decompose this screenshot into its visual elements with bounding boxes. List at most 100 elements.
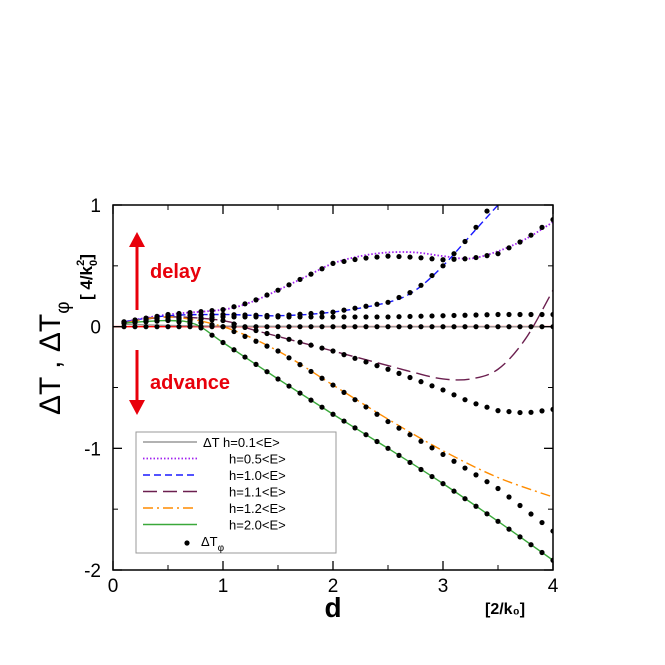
legend-item: h=1.0<E>	[143, 468, 286, 483]
dot-point-6	[143, 324, 149, 330]
dot-point-6	[363, 324, 369, 330]
dot-point-0	[308, 271, 314, 277]
dot-point-6	[528, 324, 534, 330]
legend-box	[135, 431, 337, 554]
legend-label: h=0.5<E>	[229, 452, 286, 467]
y-tick-label: -1	[84, 439, 101, 460]
x-axis-unit: [2/k₀]	[485, 601, 525, 618]
dot-point-4	[418, 438, 424, 444]
dot-point-4	[517, 502, 523, 509]
dot-point-2	[484, 312, 490, 318]
dot-point-6	[198, 324, 204, 330]
advance-arrow-icon	[129, 400, 145, 415]
dot-point-1	[418, 282, 424, 288]
dot-point-0	[319, 266, 325, 272]
svg-text:[ 4/k02]: [ 4/k02]	[75, 254, 100, 300]
dot-point-5	[319, 404, 325, 410]
x-tick-label: 1	[218, 576, 229, 597]
legend-item: h=0.5<E>	[143, 452, 286, 467]
dot-point-2	[462, 312, 468, 318]
dot-point-0	[264, 292, 270, 298]
dot-point-3	[440, 387, 446, 393]
y-unit-end: ]	[77, 254, 96, 260]
dot-point-2	[330, 314, 336, 320]
dot-point-5	[253, 361, 259, 367]
dot-point-5	[242, 354, 248, 360]
dot-point-6	[352, 324, 358, 330]
dot-point-2	[253, 314, 259, 320]
dot-point-4	[253, 338, 259, 344]
dot-point-2	[495, 311, 501, 318]
dot-point-5	[484, 511, 490, 517]
dot-point-2	[506, 311, 512, 318]
y-axis-title: ΔT , ΔTφ	[34, 301, 74, 415]
dot-point-2	[220, 314, 226, 320]
dot-point-0	[374, 254, 380, 260]
dot-point-0	[385, 253, 391, 259]
legend-label: h=1.0<E>	[229, 468, 286, 483]
dot-point-5	[440, 481, 446, 487]
dot-point-4	[363, 404, 369, 410]
dot-point-4	[407, 432, 413, 438]
dot-point-6	[341, 324, 347, 330]
dot-point-1	[396, 294, 402, 301]
dot-point-6	[253, 324, 259, 330]
dot-point-2	[374, 314, 380, 320]
dot-point-5	[462, 496, 468, 502]
dot-point-1	[385, 299, 391, 305]
dot-point-5	[528, 542, 534, 548]
dot-point-0	[352, 256, 358, 263]
dot-point-6	[187, 324, 193, 330]
dot-point-4	[165, 314, 171, 320]
dot-point-5	[275, 376, 281, 382]
dot-point-6	[440, 324, 446, 330]
dot-point-2	[352, 314, 358, 320]
dot-point-6	[451, 324, 457, 330]
legend-label: h=1.1<E>	[229, 485, 286, 500]
axes-layer: 0 1 2 3 4 -2 -1 0 1	[84, 196, 559, 597]
delay-annotation: delay	[129, 232, 202, 310]
dot-point-6	[407, 324, 413, 330]
dot-point-1	[462, 238, 468, 245]
dot-point-1	[374, 301, 380, 307]
dot-point-6	[484, 324, 490, 330]
dot-point-5	[264, 369, 270, 375]
dot-point-6	[473, 324, 479, 330]
dot-point-5	[473, 503, 479, 509]
dot-point-4	[330, 382, 336, 388]
dot-point-0	[539, 224, 545, 230]
dot-point-0	[363, 255, 369, 261]
dot-point-4	[297, 362, 303, 368]
dot-point-5	[286, 383, 292, 389]
y-unit-text: [ 4/k	[77, 265, 96, 300]
dot-point-5	[132, 319, 138, 326]
dot-point-0	[484, 253, 490, 259]
dot-point-2	[440, 313, 446, 319]
dot-point-2	[451, 312, 457, 319]
dot-point-4	[462, 465, 468, 471]
dot-point-0	[462, 256, 468, 262]
dot-point-3	[374, 363, 380, 369]
dot-point-0	[330, 260, 336, 266]
dot-point-3	[418, 379, 424, 385]
dot-point-0	[286, 282, 292, 288]
dot-point-3	[220, 317, 226, 324]
legend-label: h=2.0<E>	[229, 518, 286, 533]
legend-item: h=2.0<E>	[143, 518, 286, 533]
legend-item: ΔT h=0.1<E>	[143, 435, 280, 450]
dot-point-0	[506, 245, 512, 251]
dot-point-6	[396, 324, 402, 330]
dot-point-4	[440, 451, 446, 458]
dot-point-6	[220, 324, 226, 330]
y-unit-sup: 2	[75, 260, 87, 266]
dot-point-2	[341, 314, 347, 320]
dot-point-0	[220, 307, 226, 313]
dot-point-6	[165, 324, 171, 330]
dot-point-6	[231, 324, 237, 330]
dot-point-5	[363, 432, 369, 438]
dot-point-6	[297, 324, 303, 330]
svg-text:ΔT , ΔTφ: ΔT , ΔTφ	[34, 301, 74, 415]
dot-point-5	[341, 418, 347, 424]
dot-point-6	[319, 324, 325, 330]
